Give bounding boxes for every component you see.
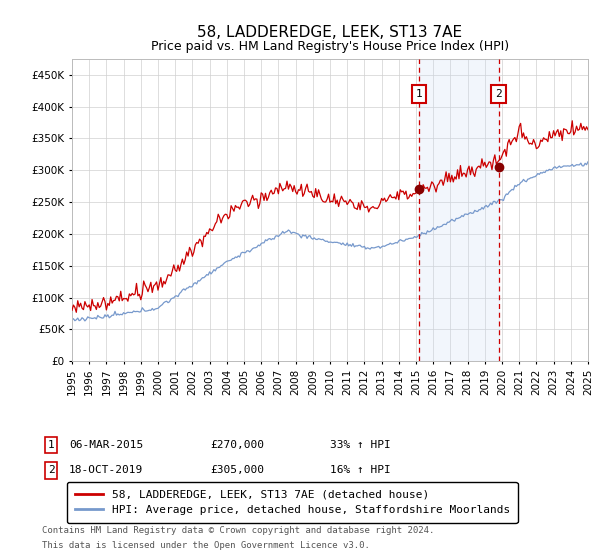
Text: 1: 1	[416, 89, 422, 99]
Text: £270,000: £270,000	[210, 440, 264, 450]
Text: Price paid vs. HM Land Registry's House Price Index (HPI): Price paid vs. HM Land Registry's House …	[151, 40, 509, 53]
Legend: 58, LADDEREDGE, LEEK, ST13 7AE (detached house), HPI: Average price, detached ho: 58, LADDEREDGE, LEEK, ST13 7AE (detached…	[67, 482, 518, 523]
Text: 1: 1	[47, 440, 55, 450]
Text: Contains HM Land Registry data © Crown copyright and database right 2024.: Contains HM Land Registry data © Crown c…	[42, 526, 434, 535]
Text: This data is licensed under the Open Government Licence v3.0.: This data is licensed under the Open Gov…	[42, 541, 370, 550]
Text: 06-MAR-2015: 06-MAR-2015	[69, 440, 143, 450]
Text: £305,000: £305,000	[210, 465, 264, 475]
Text: 2: 2	[495, 89, 502, 99]
Text: 16% ↑ HPI: 16% ↑ HPI	[330, 465, 391, 475]
Text: 2: 2	[47, 465, 55, 475]
Text: 58, LADDEREDGE, LEEK, ST13 7AE: 58, LADDEREDGE, LEEK, ST13 7AE	[197, 25, 463, 40]
Text: 18-OCT-2019: 18-OCT-2019	[69, 465, 143, 475]
Text: 33% ↑ HPI: 33% ↑ HPI	[330, 440, 391, 450]
Bar	[419, 59, 499, 361]
